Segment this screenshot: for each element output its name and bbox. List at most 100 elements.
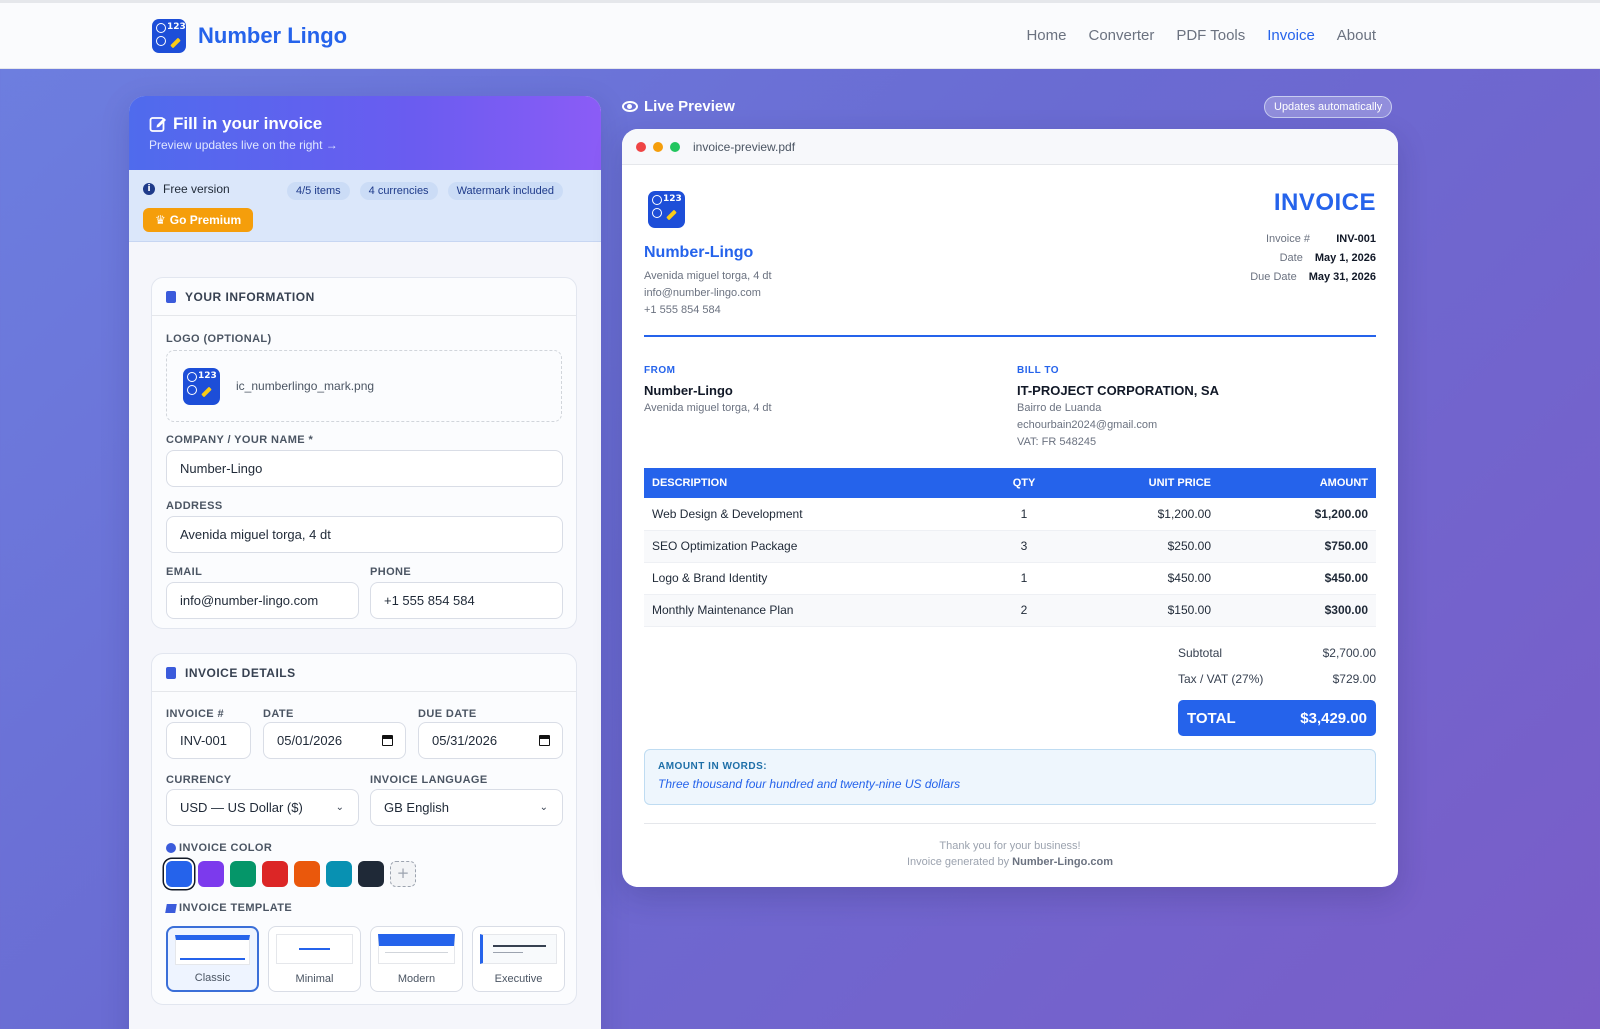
eye-icon <box>622 101 638 112</box>
go-premium-label: Go Premium <box>169 213 242 227</box>
generated-by-site: Number-Lingo.com <box>1012 856 1114 868</box>
template-executive[interactable]: Executive <box>472 926 565 992</box>
meta-label: Due Date <box>1250 270 1297 283</box>
total-value: $3,429.00 <box>1300 709 1367 727</box>
color-swatch-green[interactable] <box>230 861 256 887</box>
chevron-down-icon: ⌄ <box>539 802 548 813</box>
go-premium-button[interactable]: ♛ Go Premium <box>143 208 254 232</box>
language-value: GB English <box>384 800 450 815</box>
email-input[interactable]: info@number-lingo.com <box>166 582 359 619</box>
invoice-number-input[interactable]: INV-001 <box>166 722 251 759</box>
invoice-heading: INVOICE <box>1273 189 1376 216</box>
color-swatches: + <box>166 861 416 887</box>
from-address: Avenida miguel torga, 4 dt <box>644 402 772 414</box>
column-header: UNIT PRICE <box>1064 468 1219 498</box>
section-heading: YOUR INFORMATION <box>185 289 315 304</box>
logo-file-name: ic_numberlingo_mark.png <box>236 379 375 393</box>
tax-value: $729.00 <box>1332 672 1376 686</box>
bill-to-line: VAT: FR 548245 <box>1017 436 1097 448</box>
sender-company: Number-Lingo <box>644 244 754 261</box>
invoice-preview-document: invoice-preview.pdf 1 2 3 Number-Lingo Ave… <box>622 129 1398 887</box>
company-input[interactable]: Number-Lingo <box>166 450 563 487</box>
item-unit-price: $450.00 <box>1064 562 1219 595</box>
email-label: EMAIL <box>166 566 203 578</box>
top-border <box>0 0 1600 3</box>
item-qty: 2 <box>984 594 1064 627</box>
nav-about[interactable]: About <box>1336 27 1376 44</box>
item-description: Web Design & Development <box>644 498 984 531</box>
table-row: SEO Optimization Package 3 $250.00 $750.… <box>644 530 1376 563</box>
add-color-button[interactable]: + <box>390 861 416 887</box>
live-preview-title: Live Preview <box>644 98 735 115</box>
sender-email: info@number-lingo.com <box>644 287 761 299</box>
bill-to-line: echourbain2024@gmail.com <box>1017 419 1158 431</box>
calendar-icon[interactable] <box>382 735 393 746</box>
form-title: Fill in your invoice <box>173 114 323 133</box>
live-preview-heading: Live Preview <box>622 98 735 115</box>
meta-label: Date <box>1279 251 1303 264</box>
color-swatch-blue[interactable] <box>166 861 192 887</box>
template-minimal[interactable]: Minimal <box>268 926 361 992</box>
due-date-input[interactable]: 05/31/2026 <box>418 722 563 759</box>
template-modern[interactable]: Modern <box>370 926 463 992</box>
template-classic[interactable]: Classic <box>166 926 259 992</box>
calendar-icon[interactable] <box>539 735 550 746</box>
company-label: COMPANY / YOUR NAME * <box>166 434 314 446</box>
currency-value: USD — US Dollar ($) <box>180 800 303 815</box>
building-icon <box>166 290 176 303</box>
invoice-number-label: INVOICE # <box>166 708 225 720</box>
language-select[interactable]: GB English ⌄ <box>370 789 563 826</box>
date-value: 05/01/2026 <box>277 733 343 748</box>
item-unit-price: $1,200.00 <box>1064 498 1219 531</box>
bill-to-line: Bairro de Luanda <box>1017 402 1102 414</box>
brand-name: Number Lingo <box>198 23 348 48</box>
color-label: INVOICE COLOR <box>179 842 273 854</box>
subtotal-label: Subtotal <box>1178 646 1223 660</box>
address-input[interactable]: Avenida miguel torga, 4 dt <box>166 516 563 553</box>
item-qty: 1 <box>984 498 1064 531</box>
nav-pdf-tools[interactable]: PDF Tools <box>1176 27 1246 44</box>
invoice-form-panel: Fill in your invoice Preview updates liv… <box>129 96 601 1029</box>
sender-address: Avenida miguel torga, 4 dt <box>644 270 772 282</box>
item-unit-price: $250.00 <box>1064 530 1219 563</box>
nav-home[interactable]: Home <box>1026 27 1067 44</box>
auto-update-badge: Updates automatically <box>1264 96 1393 118</box>
item-qty: 3 <box>984 530 1064 563</box>
item-amount: $450.00 <box>1219 562 1376 595</box>
tax-label: Tax / VAT (27%) <box>1178 672 1264 686</box>
section-heading: INVOICE DETAILS <box>185 665 296 680</box>
color-swatch-red[interactable] <box>262 861 288 887</box>
edit-icon <box>149 117 166 132</box>
date-input[interactable]: 05/01/2026 <box>263 722 406 759</box>
receipt-icon <box>166 666 176 679</box>
logo-label: LOGO (OPTIONAL) <box>166 333 272 345</box>
watermark-badge: Watermark included <box>447 182 563 200</box>
preview-window-bar: invoice-preview.pdf <box>622 129 1398 165</box>
items-limit-badge: 4/5 items <box>287 182 350 200</box>
color-swatch-orange[interactable] <box>294 861 320 887</box>
from-label: FROM <box>644 365 676 376</box>
generated-by-line: Invoice generated by Number-Lingo.com <box>644 856 1376 868</box>
nav-invoice[interactable]: Invoice <box>1267 27 1315 44</box>
generated-by-prefix: Invoice generated by <box>906 856 1013 868</box>
main-nav: Home Converter PDF Tools Invoice About <box>1026 27 1376 44</box>
color-swatch-teal[interactable] <box>326 861 352 887</box>
phone-input[interactable]: +1 555 854 584 <box>370 582 563 619</box>
logo-upload[interactable]: 123 ic_numberlingo_mark.png <box>166 350 562 422</box>
template-name: Executive <box>494 973 543 985</box>
color-swatch-purple[interactable] <box>198 861 224 887</box>
table-row: Web Design & Development 1 $1,200.00 $1,… <box>644 498 1376 531</box>
language-label: INVOICE LANGUAGE <box>370 774 488 786</box>
item-amount: $300.00 <box>1219 594 1376 627</box>
nav-converter[interactable]: Converter <box>1088 27 1155 44</box>
item-amount: $750.00 <box>1219 530 1376 563</box>
currency-select[interactable]: USD — US Dollar ($) ⌄ <box>166 789 359 826</box>
footer-divider <box>644 823 1376 824</box>
info-icon: i <box>143 183 155 195</box>
amount-in-words-label: AMOUNT IN WORDS: <box>658 761 768 772</box>
table-row: Logo & Brand Identity 1 $450.00 $450.00 <box>644 562 1376 595</box>
column-header: AMOUNT <box>1219 468 1376 498</box>
color-swatch-dark[interactable] <box>358 861 384 887</box>
sender-phone: +1 555 854 584 <box>644 304 721 316</box>
brand[interactable]: 123 Number Lingo <box>152 19 347 53</box>
